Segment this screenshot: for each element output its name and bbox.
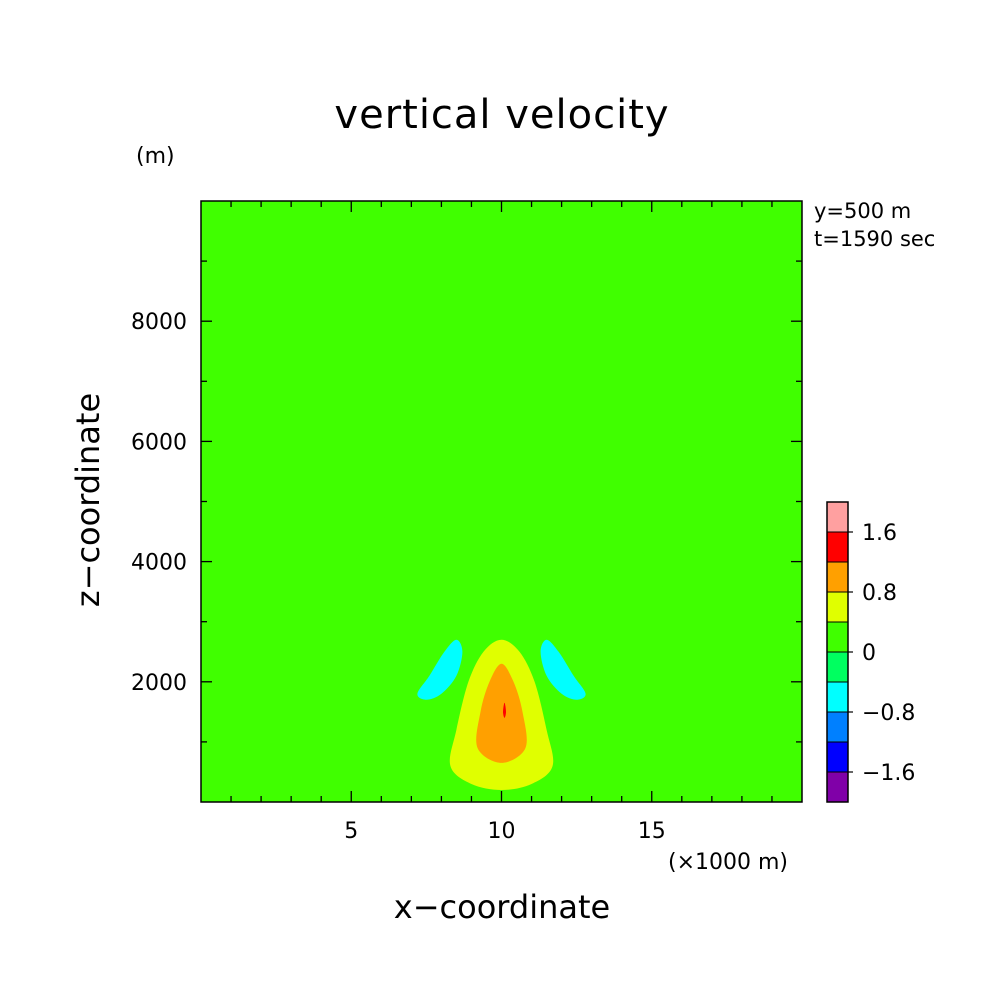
contour-region-updraft-orange: [476, 663, 527, 763]
colorbar-swatch: [826, 561, 849, 593]
plot-axes: 5 10 15 2000 4000 6000 8000: [131, 200, 803, 844]
x-tick-label: 5: [344, 819, 358, 844]
colorbar-swatch: [826, 711, 849, 743]
x-tick-label: 15: [638, 819, 666, 844]
contour-region-updraft-red-core: [503, 702, 506, 718]
annotation-time: t=1590 sec: [814, 227, 936, 251]
colorbar-swatch: [826, 681, 849, 713]
colorbar-tick-label: −1.6: [862, 761, 915, 786]
colorbar-tick-label: −0.8: [862, 701, 915, 726]
contour-region-right-upper-positive: [637, 201, 802, 486]
x-tick-label: 10: [488, 819, 516, 844]
x-axis-label: x−coordinate: [393, 888, 611, 926]
colorbar-swatch: [826, 621, 849, 653]
colorbar-swatch: [826, 591, 849, 623]
y-tick-label: 8000: [131, 310, 187, 335]
y-tick-label: 2000: [131, 671, 187, 696]
contour-region-left-negative-lobe: [417, 639, 463, 700]
annotation-y-position: y=500 m: [814, 199, 912, 223]
y-axis-unit: (m): [136, 144, 175, 169]
contour-region-left-upper-positive: [201, 201, 366, 486]
chart-title: vertical velocity: [334, 92, 670, 138]
colorbar-swatch: [826, 531, 849, 563]
colorbar-swatch: [826, 651, 849, 683]
colorbar-swatch: [826, 501, 849, 533]
contour-region-central-positive-plume: [201, 411, 802, 714]
y-tick-label: 6000: [131, 430, 187, 455]
contour-fills: [201, 201, 802, 802]
colorbar: −1.6 −0.8 0 0.8 1.6: [826, 501, 915, 803]
contour-region-right-negative-lobe: [540, 639, 586, 700]
colorbar-tick-label: 1.6: [862, 521, 897, 546]
x-axis-unit: (×1000 m): [668, 850, 789, 875]
colorbar-tick-label: 0: [862, 641, 876, 666]
contour-region-group: [201, 201, 802, 802]
colorbar-tick-label: 0.8: [862, 581, 897, 606]
colorbar-swatch: [826, 741, 849, 773]
y-tick-label: 4000: [131, 551, 187, 576]
colorbar-swatch: [826, 771, 849, 803]
